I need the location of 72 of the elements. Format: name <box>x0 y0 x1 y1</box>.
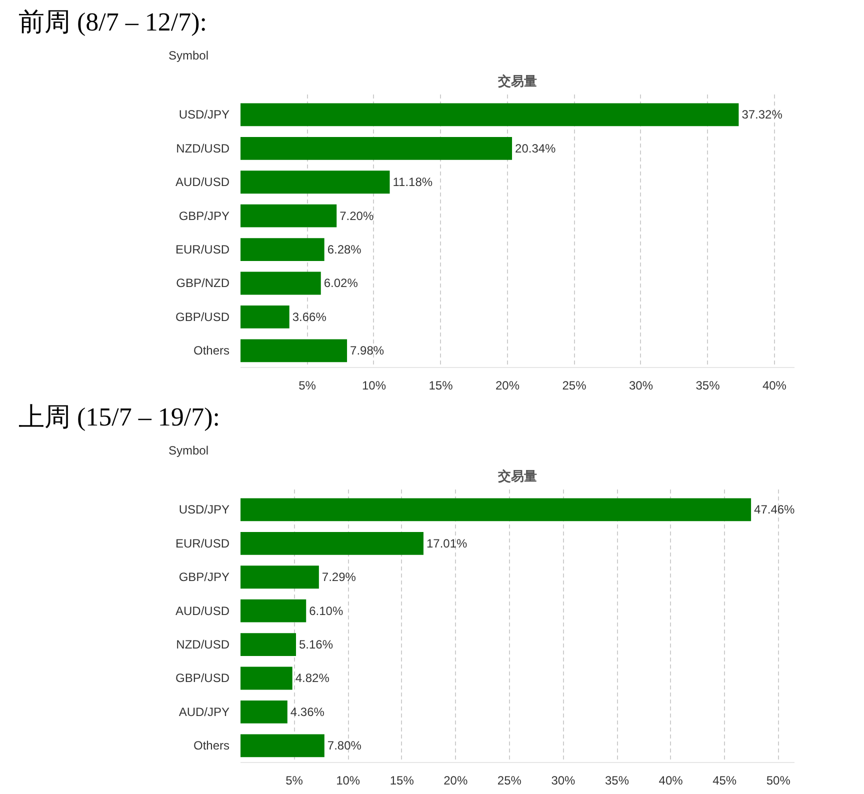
data-label: 7.20% <box>340 208 374 223</box>
bar <box>240 633 296 656</box>
x-tick-label: 35% <box>604 774 630 788</box>
data-label: 7.29% <box>322 570 356 584</box>
x-tick-label: 10% <box>336 774 360 788</box>
bar <box>240 272 321 295</box>
y-tick-label: EUR/USD <box>175 536 230 550</box>
x-tick-label: 25% <box>497 774 522 788</box>
bar <box>240 532 424 555</box>
y-tick-label: EUR/USD <box>175 242 230 257</box>
bar <box>240 136 512 160</box>
x-tick-label: 20% <box>495 378 520 392</box>
x-tick-label: 15% <box>390 774 414 788</box>
x-tick-label: 35% <box>696 378 720 392</box>
y-tick-label: NZD/USD <box>176 141 230 156</box>
y-tick-label: GBP/USD <box>175 310 230 324</box>
x-tick-label: 25% <box>562 378 587 392</box>
y-tick-label: USD/JPY <box>178 502 230 517</box>
bar <box>240 599 306 622</box>
y-tick-label: AUD/USD <box>175 175 230 190</box>
y-tick-label: GBP/JPY <box>178 570 230 584</box>
bar <box>240 238 324 261</box>
x-tick-label: 40% <box>762 378 787 392</box>
bar <box>240 339 348 362</box>
data-label: 47.46% <box>754 502 796 517</box>
y-tick-label: USD/JPY <box>178 108 230 122</box>
chart-title: 上周 (15/7 – 19/7): <box>18 402 220 432</box>
x-tick-label: 5% <box>298 378 316 392</box>
y-tick-label: AUD/JPY <box>178 704 230 719</box>
y-tick-label: Others <box>193 344 230 358</box>
data-label: 17.01% <box>426 536 468 550</box>
data-label: 4.82% <box>295 671 330 686</box>
bar <box>240 305 290 328</box>
y-axis-title: Symbol <box>168 444 209 458</box>
y-tick-label: GBP/JPY <box>178 208 230 223</box>
data-label: 6.10% <box>309 604 344 618</box>
data-label: 7.98% <box>350 344 384 358</box>
chart-title: 前周 (8/7 – 12/7): <box>18 8 207 36</box>
y-tick-label: GBP/USD <box>175 671 230 686</box>
x-tick-label: 15% <box>428 378 454 392</box>
y-tick-label: GBP/NZD <box>176 276 230 290</box>
bar <box>240 566 319 589</box>
x-tick-label: 20% <box>444 774 468 788</box>
data-label: 6.28% <box>327 242 362 257</box>
chart-subtitle: 交易量 <box>497 468 537 484</box>
data-label: 11.18% <box>392 175 433 190</box>
x-tick-label: 10% <box>362 378 386 392</box>
data-label: 20.34% <box>515 141 556 156</box>
y-tick-label: NZD/USD <box>176 638 230 652</box>
x-tick-label: 30% <box>551 774 576 788</box>
data-label: 6.02% <box>324 276 358 290</box>
x-tick-label: 40% <box>658 774 684 788</box>
bar <box>240 666 292 690</box>
bar <box>240 170 390 194</box>
x-tick-label: 30% <box>628 378 654 392</box>
bar <box>240 498 752 522</box>
bar <box>240 700 288 724</box>
y-axis-title: Symbol <box>168 48 209 62</box>
chart-subtitle: 交易量 <box>497 74 537 90</box>
data-label: 5.16% <box>299 638 334 652</box>
data-label: 7.80% <box>327 738 362 753</box>
y-tick-label: Others <box>193 738 230 753</box>
bar <box>240 103 739 126</box>
data-label: 4.36% <box>290 704 325 719</box>
y-tick-label: AUD/USD <box>175 604 230 618</box>
x-tick-label: 5% <box>286 774 304 788</box>
data-label: 3.66% <box>292 310 327 324</box>
x-tick-label: 50% <box>766 774 791 788</box>
bar <box>240 734 324 758</box>
data-label: 37.32% <box>742 108 783 122</box>
bar <box>240 204 337 228</box>
x-tick-label: 45% <box>712 774 737 788</box>
